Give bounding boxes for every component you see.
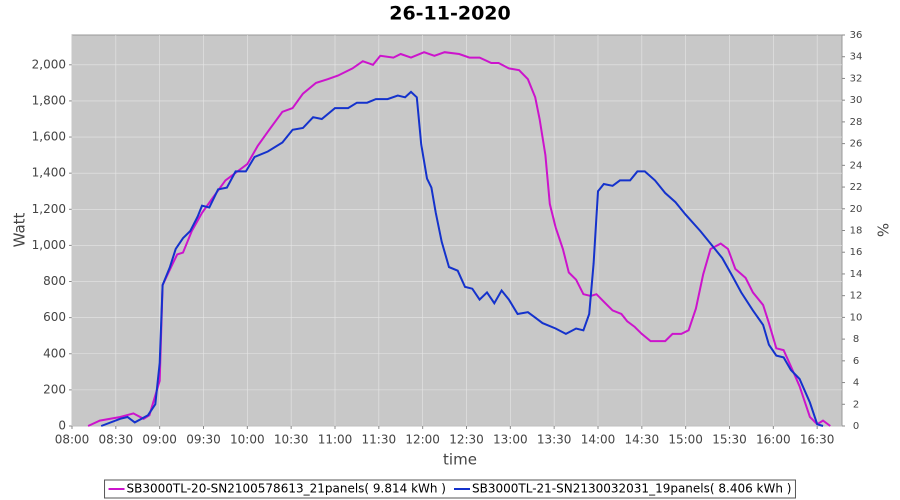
x-tick-label: 16:00 (756, 433, 791, 447)
y2-tick-label: 34 (850, 52, 863, 63)
y-tick-label: 1,800 (32, 93, 66, 107)
y-tick-label: 1,600 (32, 130, 66, 144)
y2-tick-label: 14 (850, 269, 863, 280)
legend-entry: SB3000TL-20-SN2100578613_21panels( 9.814… (127, 482, 446, 496)
y2-tick-label: 26 (850, 139, 863, 150)
x-tick-label: 11:30 (362, 433, 397, 447)
y-tick-label: 1,200 (32, 202, 66, 216)
legend-entry: SB3000TL-21-SN2130032031_19panels( 8.406… (472, 482, 791, 496)
x-tick-label: 08:00 (55, 433, 90, 447)
y-tick-label: 400 (43, 346, 66, 360)
y2-tick-label: 28 (850, 117, 863, 128)
x-tick-label: 12:30 (449, 433, 484, 447)
y-tick-label: 1,000 (32, 238, 66, 252)
y2-tick-label: 6 (853, 356, 859, 367)
y-tick-label: 2,000 (32, 57, 66, 71)
x-tick-label: 09:30 (186, 433, 221, 447)
y2-tick-label: 16 (850, 247, 863, 258)
x-tick-label: 13:00 (493, 433, 528, 447)
plot-area (71, 34, 843, 427)
x-tick-label: 14:00 (581, 433, 616, 447)
y-tick-label: 800 (43, 274, 66, 288)
x-tick-label: 09:00 (142, 433, 177, 447)
y-axis-label: Watt (11, 212, 29, 247)
y2-tick-label: 2 (853, 399, 859, 410)
y-tick-label: 200 (43, 382, 66, 396)
x-tick-label: 10:30 (274, 433, 309, 447)
y2-tick-label: 20 (850, 204, 863, 215)
series-line (87, 51, 831, 427)
series-line (100, 90, 824, 427)
y2-tick-label: 36 (850, 30, 863, 41)
y-tick-label: 0 (58, 419, 66, 433)
legend-box (104, 479, 796, 499)
x-tick-label: 10:00 (230, 433, 265, 447)
y-tick-label: 1,400 (32, 166, 66, 180)
x-tick-label: 15:30 (712, 433, 747, 447)
y2-tick-label: 22 (850, 182, 863, 193)
y2-tick-label: 8 (853, 334, 859, 345)
y2-tick-label: 0 (853, 421, 859, 432)
legend: SB3000TL-20-SN2100578613_21panels( 9.814… (104, 479, 796, 499)
y2-tick-label: 18 (850, 226, 863, 237)
x-tick-label: 16:30 (800, 433, 835, 447)
x-tick-label: 12:00 (405, 433, 440, 447)
y2-tick-label: 10 (850, 312, 863, 323)
x-tick-label: 11:00 (318, 433, 353, 447)
y2-tick-label: 30 (850, 95, 863, 106)
y2-tick-label: 4 (853, 378, 859, 389)
chart-title: 26-11-2020 (389, 3, 511, 25)
x-tick-label: 13:30 (537, 433, 572, 447)
y2-axis-label: % (874, 223, 892, 237)
y2-tick-label: 12 (850, 291, 863, 302)
y2-tick-label: 24 (850, 160, 863, 171)
x-tick-label: 14:30 (625, 433, 660, 447)
y-tick-label: 600 (43, 310, 66, 324)
x-tick-label: 15:00 (668, 433, 703, 447)
x-axis-label: time (443, 451, 477, 469)
y2-tick-label: 32 (850, 73, 863, 84)
x-tick-label: 08:30 (99, 433, 134, 447)
